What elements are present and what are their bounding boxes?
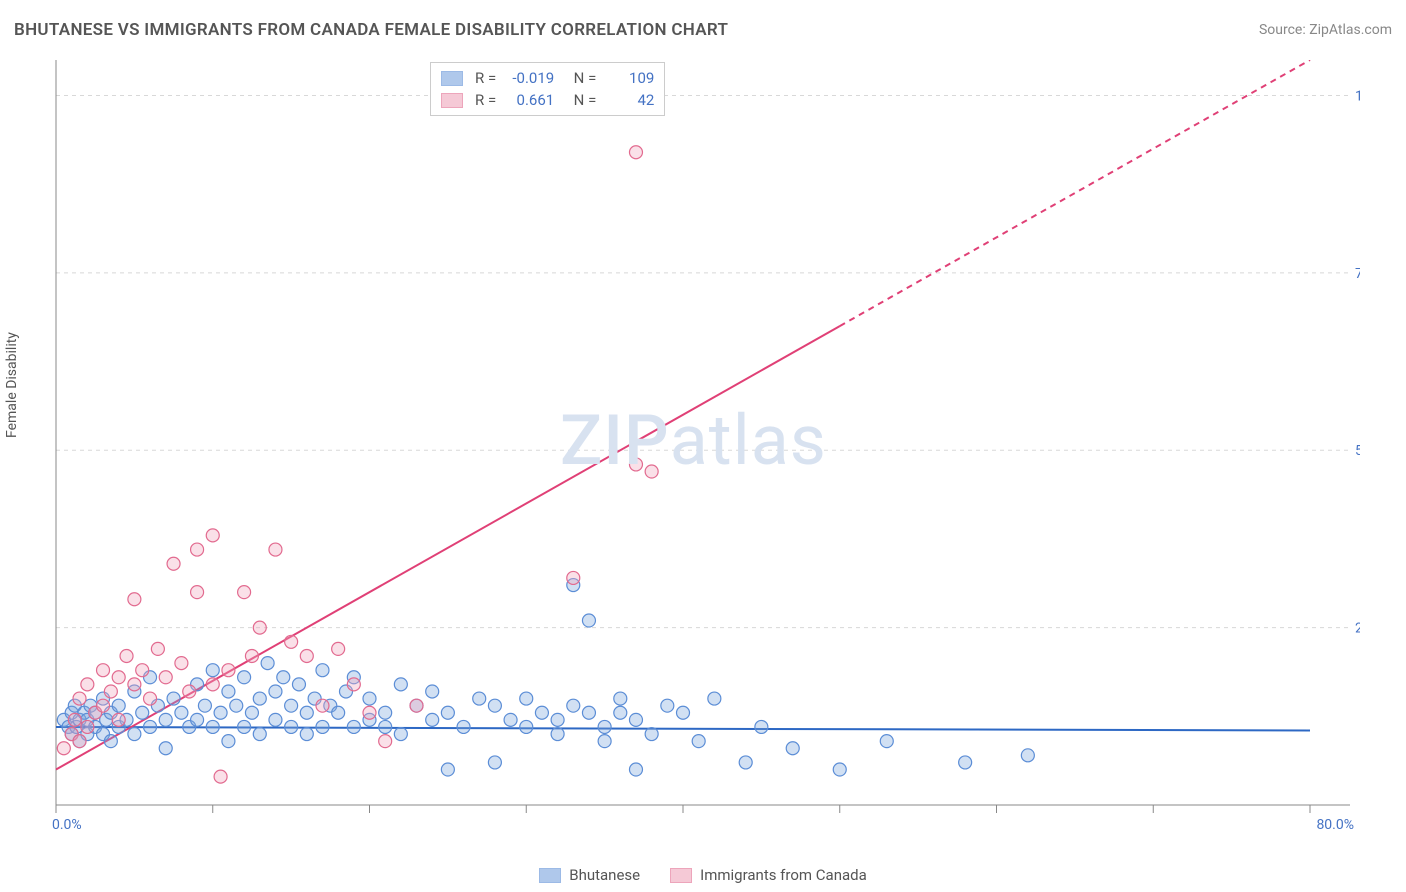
- legend-label-series1: Bhutanese: [569, 866, 640, 884]
- legend-item-series2: Immigrants from Canada: [670, 866, 867, 884]
- chart-title: BHUTANESE VS IMMIGRANTS FROM CANADA FEMA…: [14, 20, 728, 40]
- r-value-series1: -0.019: [504, 69, 554, 87]
- chart-area: 25.0% 50.0% 75.0% 100.0% 0.0% 80.0%: [50, 60, 1360, 830]
- legend-label-series2: Immigrants from Canada: [700, 866, 867, 884]
- scatter-chart: 25.0% 50.0% 75.0% 100.0% 0.0% 80.0%: [50, 60, 1360, 830]
- swatch-series2-bottom: [670, 868, 692, 883]
- svg-text:75.0%: 75.0%: [1355, 266, 1360, 282]
- svg-text:25.0%: 25.0%: [1355, 621, 1360, 637]
- svg-text:100.0%: 100.0%: [1355, 88, 1360, 104]
- source-attribution: Source: ZipAtlas.com: [1259, 22, 1392, 38]
- svg-text:50.0%: 50.0%: [1355, 443, 1360, 459]
- bottom-legend: Bhutanese Immigrants from Canada: [0, 866, 1406, 884]
- y-axis-label: Female Disability: [4, 332, 20, 438]
- n-value-series1: 109: [604, 69, 654, 87]
- swatch-series2: [441, 93, 463, 108]
- stats-row-series1: R = -0.019 N = 109: [441, 67, 654, 89]
- svg-text:0.0%: 0.0%: [52, 817, 82, 830]
- r-value-series2: 0.661: [504, 91, 554, 109]
- swatch-series1-bottom: [539, 868, 561, 883]
- n-value-series2: 42: [604, 91, 654, 109]
- stats-row-series2: R = 0.661 N = 42: [441, 89, 654, 111]
- swatch-series1: [441, 71, 463, 86]
- stats-legend: R = -0.019 N = 109 R = 0.661 N = 42: [430, 62, 665, 116]
- legend-item-series1: Bhutanese: [539, 866, 640, 884]
- svg-text:80.0%: 80.0%: [1316, 817, 1354, 830]
